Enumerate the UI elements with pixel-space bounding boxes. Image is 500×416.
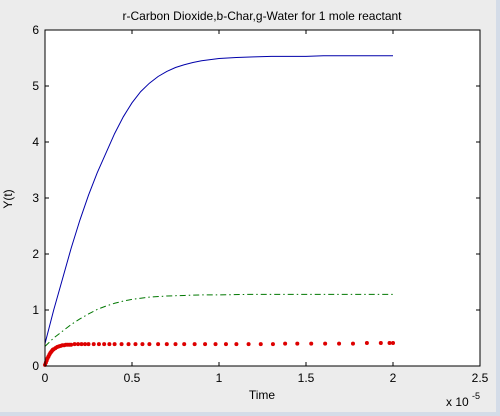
- series-marker-point: [156, 342, 161, 347]
- series-marker-point: [91, 342, 96, 347]
- series-marker-point: [378, 341, 383, 346]
- series-marker-point: [223, 342, 228, 347]
- series-marker-point: [164, 342, 169, 347]
- x-exponent-power: -5: [472, 391, 480, 401]
- series-marker-point: [83, 342, 88, 347]
- series-marker-point: [283, 341, 288, 346]
- plot-area: [45, 30, 480, 366]
- series-marker-point: [96, 342, 101, 347]
- series-marker-point: [270, 342, 275, 347]
- series-marker-point: [79, 342, 84, 347]
- series-marker-point: [173, 342, 178, 347]
- y-tick-label: 5: [32, 79, 39, 93]
- series-marker-point: [246, 342, 251, 347]
- y-tick-label: 3: [32, 191, 39, 205]
- x-tick-label: 1: [216, 371, 223, 385]
- x-tick-label: 0: [42, 371, 49, 385]
- series-marker-point: [119, 342, 124, 347]
- series-marker-point: [364, 341, 369, 346]
- y-tick-label: 0: [32, 359, 39, 373]
- series-marker-point: [182, 342, 187, 347]
- x-axis-label: Time: [249, 388, 276, 402]
- series-line-0: [44, 55, 393, 344]
- series-marker-point: [387, 341, 392, 346]
- series-marker-point: [337, 341, 342, 346]
- series-marker-point: [147, 342, 152, 347]
- y-tick-label: 1: [32, 303, 39, 317]
- series-marker-point: [126, 342, 131, 347]
- series-marker-point: [258, 342, 263, 347]
- series-marker-point: [133, 342, 138, 347]
- x-tick-label: 1.5: [298, 371, 315, 385]
- series-marker-point: [69, 342, 74, 347]
- y-axis-label: Y(t): [1, 189, 15, 208]
- y-tick-label: 4: [32, 135, 39, 149]
- series-marker-point: [203, 342, 208, 347]
- series-marker-point: [107, 342, 112, 347]
- x-tick-label: 2.5: [472, 371, 489, 385]
- y-tick-label: 6: [32, 23, 39, 37]
- series-marker-point: [192, 342, 197, 347]
- x-tick-label: 0.5: [124, 371, 141, 385]
- series-marker-point: [86, 342, 91, 347]
- series-marker-point: [213, 342, 218, 347]
- x-tick-label: 2: [390, 371, 397, 385]
- series-marker-point: [309, 341, 314, 346]
- series-marker-point: [323, 341, 328, 346]
- series-marker-point: [76, 342, 81, 347]
- series-marker-point: [140, 342, 145, 347]
- series-marker-point: [234, 342, 239, 347]
- series-marker-point: [391, 341, 395, 346]
- series-marker-point: [350, 341, 355, 346]
- series-line-1: [44, 293, 393, 347]
- chart-title: r-Carbon Dioxide,b-Char,g-Water for 1 mo…: [123, 9, 403, 23]
- x-exponent-label: x 10: [446, 395, 469, 409]
- series-marker-point: [102, 342, 107, 347]
- series-marker-point: [112, 342, 117, 347]
- series-marker-point: [72, 342, 77, 347]
- series-marker-point: [295, 341, 300, 346]
- y-tick-label: 2: [32, 247, 39, 261]
